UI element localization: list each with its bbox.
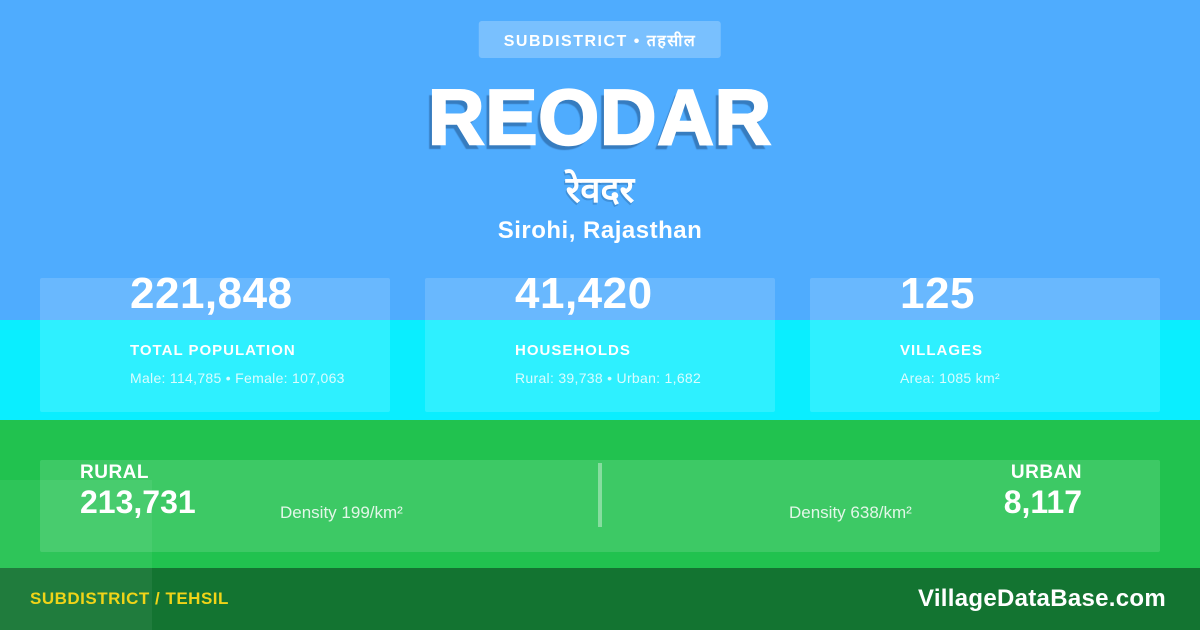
footer-type-label: SUBDISTRICT / TEHSIL — [30, 589, 229, 608]
type-badge-label: SUBDISTRICT • तहसील — [503, 32, 697, 50]
stat-value: 221,848 — [130, 269, 293, 318]
urban-label: URBAN — [1010, 462, 1082, 483]
native-name: रेवदर — [565, 169, 635, 210]
stat-card-population: 221,848 TOTAL POPULATION Male: 114,785 •… — [40, 272, 390, 412]
cyan-band — [0, 320, 1200, 420]
page-title: REODAR — [427, 73, 773, 161]
rural-value: 213,731 — [80, 484, 196, 520]
site-brand: VillageDataBase.com — [917, 585, 1166, 612]
location-subtitle: Sirohi, Rajasthan — [497, 217, 703, 244]
rural-urban-divider — [598, 463, 602, 527]
stat-value: 125 — [900, 269, 975, 318]
footer-band — [0, 568, 1200, 630]
green-band — [0, 420, 1200, 568]
rural-urban-card — [40, 460, 1160, 552]
urban-density: Density 638/km² — [789, 503, 912, 522]
stat-label: VILLAGES — [900, 342, 984, 359]
stat-value: 41,420 — [515, 269, 653, 318]
stat-card-households: 41,420 HOUSEHOLDS Rural: 39,738 • Urban:… — [425, 272, 775, 412]
stat-label: HOUSEHOLDS — [515, 342, 631, 359]
urban-value: 8,117 — [1003, 484, 1082, 520]
corner-decoration — [0, 480, 152, 630]
stat-detail: Rural: 39,738 • Urban: 1,682 — [515, 370, 702, 386]
stat-detail: Area: 1085 km² — [900, 370, 1000, 386]
rural-density: Density 199/km² — [280, 503, 403, 522]
stat-detail: Male: 114,785 • Female: 107,063 — [130, 370, 345, 386]
stat-card-villages: 125 VILLAGES Area: 1085 km² — [810, 272, 1160, 412]
type-badge: SUBDISTRICT • तहसील — [478, 21, 722, 58]
rural-label: RURAL — [80, 462, 149, 483]
stat-label: TOTAL POPULATION — [130, 342, 296, 359]
